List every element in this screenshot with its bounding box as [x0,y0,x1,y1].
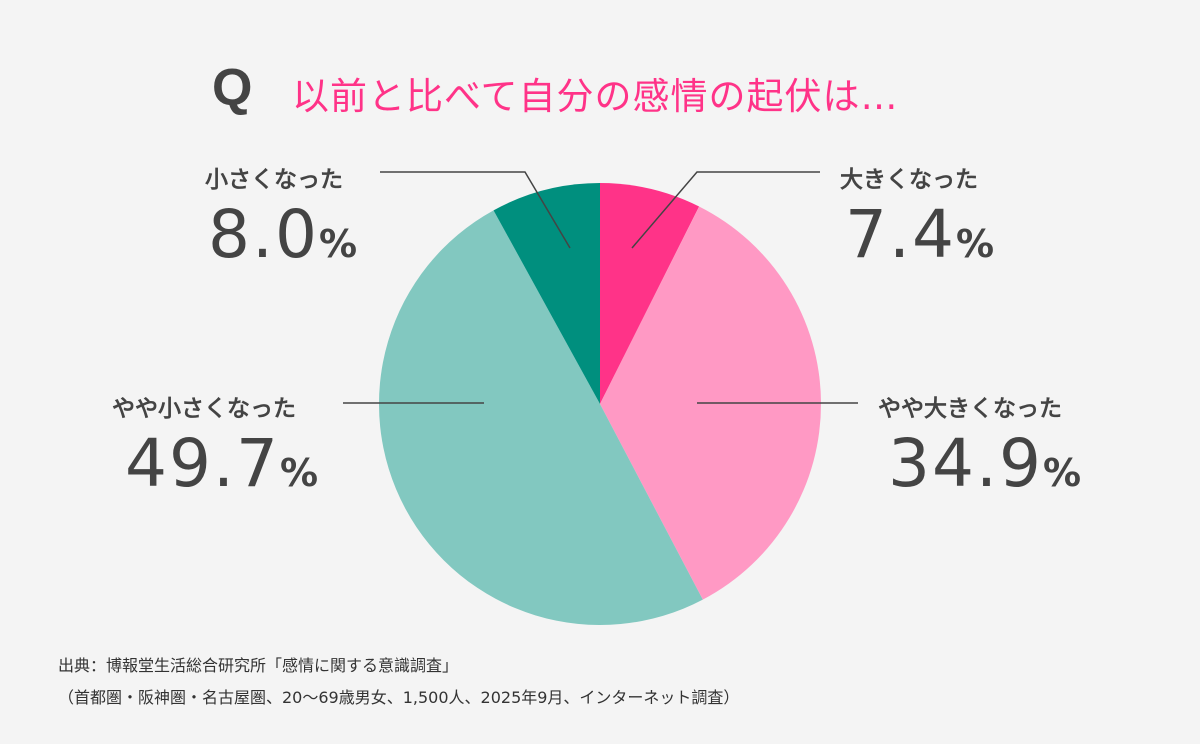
chart-title: 以前と比べて自分の感情の起伏は… [292,75,899,118]
pie-slice-0 [600,183,700,404]
slice-value-3: 8.0% [208,196,358,273]
leader-line-0 [631,171,820,249]
source-line-2: （首都圏・阪神圏・名古屋圏、20～69歳男女、1,500人、2025年9月、イン… [58,688,740,707]
pie-slice-2 [378,210,703,626]
question-mark: Q [212,59,253,117]
source-line-1: 出典：博報堂生活総合研究所「感情に関する意識調査」 [58,656,459,675]
slice-label-2: やや小さくなった [112,396,296,422]
slice-label-0: 大きくなった [840,167,978,193]
pie-slice-3 [493,183,600,404]
slice-value-2: 49.7% [125,425,319,502]
slice-value-1: 34.9% [888,425,1082,502]
leader-line-3 [380,171,571,249]
slice-label-3: 小さくなった [205,167,343,193]
slice-value-0: 7.4% [845,196,995,273]
slice-label-1: やや大きくなった [878,396,1062,422]
